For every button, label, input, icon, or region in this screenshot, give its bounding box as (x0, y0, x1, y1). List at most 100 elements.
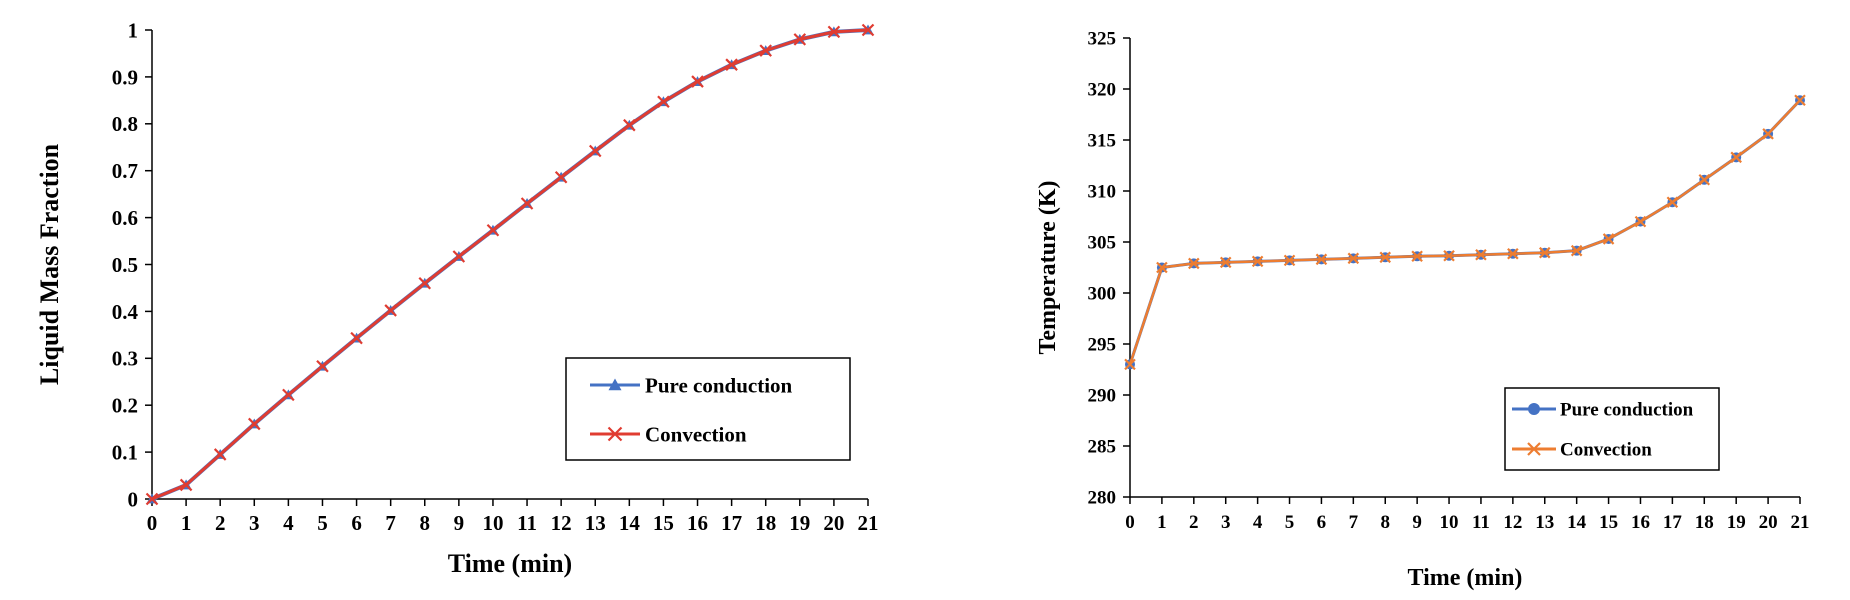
x-tick-label: 10 (482, 511, 503, 535)
legend-marker (1527, 442, 1541, 456)
y-tick-label: 0.7 (112, 159, 138, 183)
x-tick-label: 8 (420, 511, 431, 535)
data-point (1124, 358, 1136, 371)
data-point (1411, 250, 1423, 263)
liquid-mass-fraction-chart: 00.10.20.30.40.50.60.70.80.910 1 2 3 4 5 6 7 8 9 1… (35, 18, 879, 578)
data-point (1666, 196, 1679, 208)
y-tick-label: 0.4 (112, 300, 139, 324)
y-tick-label: 0.1 (112, 440, 138, 464)
y-tick-label: 0.8 (112, 112, 138, 136)
x-tick-label: 17 (721, 511, 742, 535)
x-tick-label: 12 (1503, 512, 1522, 533)
x-tick-label: 4 (1253, 512, 1263, 533)
x-tick-label: 13 (1535, 512, 1554, 533)
data-point (1602, 233, 1615, 245)
x-tick-label: 15 (1599, 512, 1618, 533)
data-point (384, 304, 397, 317)
x-tick-label: 16 (687, 511, 708, 535)
y-tick-label: 305 (1088, 233, 1117, 254)
x-tick-label: 2 (215, 511, 226, 535)
y-tick-label: 0 (128, 487, 139, 511)
y-tick-label: 310 (1088, 182, 1117, 203)
data-point (1475, 248, 1487, 261)
x-tick-label: 6 (1317, 512, 1327, 533)
data-point (350, 331, 363, 345)
x-tick-label: 20 (823, 511, 844, 535)
x-tick-label: 17 (1663, 512, 1683, 533)
y-tick-label: 325 (1088, 29, 1117, 50)
series-pure-conduction (1125, 95, 1805, 370)
legend: Pure conduction Convection (1504, 387, 1720, 471)
x-tick-label: 18 (755, 511, 776, 535)
x-tick-label: 11 (517, 511, 537, 535)
y-tick-label: 290 (1088, 386, 1117, 407)
legend-box (1504, 387, 1720, 471)
data-point (316, 359, 329, 373)
data-point (1698, 174, 1711, 186)
y-tick-label: 0.6 (112, 206, 138, 230)
data-point (759, 44, 772, 57)
data-point (213, 448, 227, 461)
y-tick-label: 300 (1088, 284, 1117, 305)
legend-label: Pure conduction (645, 373, 793, 397)
legend-box (565, 357, 851, 461)
legend-marker (1528, 403, 1540, 415)
series-line (1128, 99, 1802, 365)
data-point (554, 170, 568, 184)
data-point (248, 417, 261, 431)
x-tick-label: 9 (1412, 512, 1422, 533)
legend-marker (607, 426, 623, 442)
data-point (588, 144, 602, 158)
x-tick-label: 3 (1221, 512, 1231, 533)
x-tick-label: 1 (181, 511, 192, 535)
data-point (1188, 257, 1200, 270)
legend-marker (608, 378, 622, 391)
y-tick-label: 1 (128, 18, 139, 42)
data-point (520, 197, 534, 210)
data-point (1251, 255, 1264, 268)
x-tick-label: 8 (1380, 512, 1390, 533)
y-tick-label: 285 (1088, 437, 1117, 458)
data-point (145, 492, 159, 506)
x-tick-label: 7 (385, 511, 396, 535)
x-tick-label: 19 (1727, 512, 1746, 533)
x-tick-label: 10 (1440, 512, 1459, 533)
x-tick-label: 14 (619, 511, 641, 535)
y-tick-label: 0.3 (112, 347, 138, 371)
data-point (1730, 151, 1742, 164)
x-tick-label: 21 (1791, 512, 1810, 533)
x-tick-label: 5 (317, 511, 328, 535)
x-tick-label: 19 (789, 511, 810, 535)
x-tick-label: 9 (454, 511, 465, 535)
data-point (657, 95, 670, 109)
y-tick-label: 295 (1088, 335, 1117, 356)
x-tick-label: 21 (858, 511, 879, 535)
x-tick-label: 2 (1189, 512, 1199, 533)
y-tick-label: 315 (1088, 131, 1117, 152)
data-point (1315, 253, 1328, 266)
data-point (1634, 215, 1647, 228)
data-point (623, 118, 636, 132)
y-tick-label: 0.9 (112, 65, 138, 89)
data-point (282, 388, 295, 402)
data-point (452, 250, 466, 263)
data-point (1379, 251, 1392, 264)
x-tick-label: 18 (1695, 512, 1714, 533)
series-line (1128, 99, 1801, 365)
x-tick-label: 4 (283, 511, 294, 535)
data-point (725, 58, 738, 71)
y-axis-title: Temperature (K) (1035, 181, 1061, 355)
y-tick-label: 0.5 (112, 253, 138, 277)
legend: Pure conduction Convection (565, 357, 851, 461)
x-tick-label: 6 (351, 511, 362, 535)
x-tick-label: 5 (1285, 512, 1295, 533)
data-point (1283, 254, 1296, 267)
y-tick-label: 0.2 (112, 394, 138, 418)
series-convection (1124, 94, 1806, 371)
data-point (1762, 128, 1774, 140)
data-point (861, 23, 875, 37)
x-tick-label: 15 (653, 511, 674, 535)
x-tick-label: 13 (585, 511, 606, 535)
